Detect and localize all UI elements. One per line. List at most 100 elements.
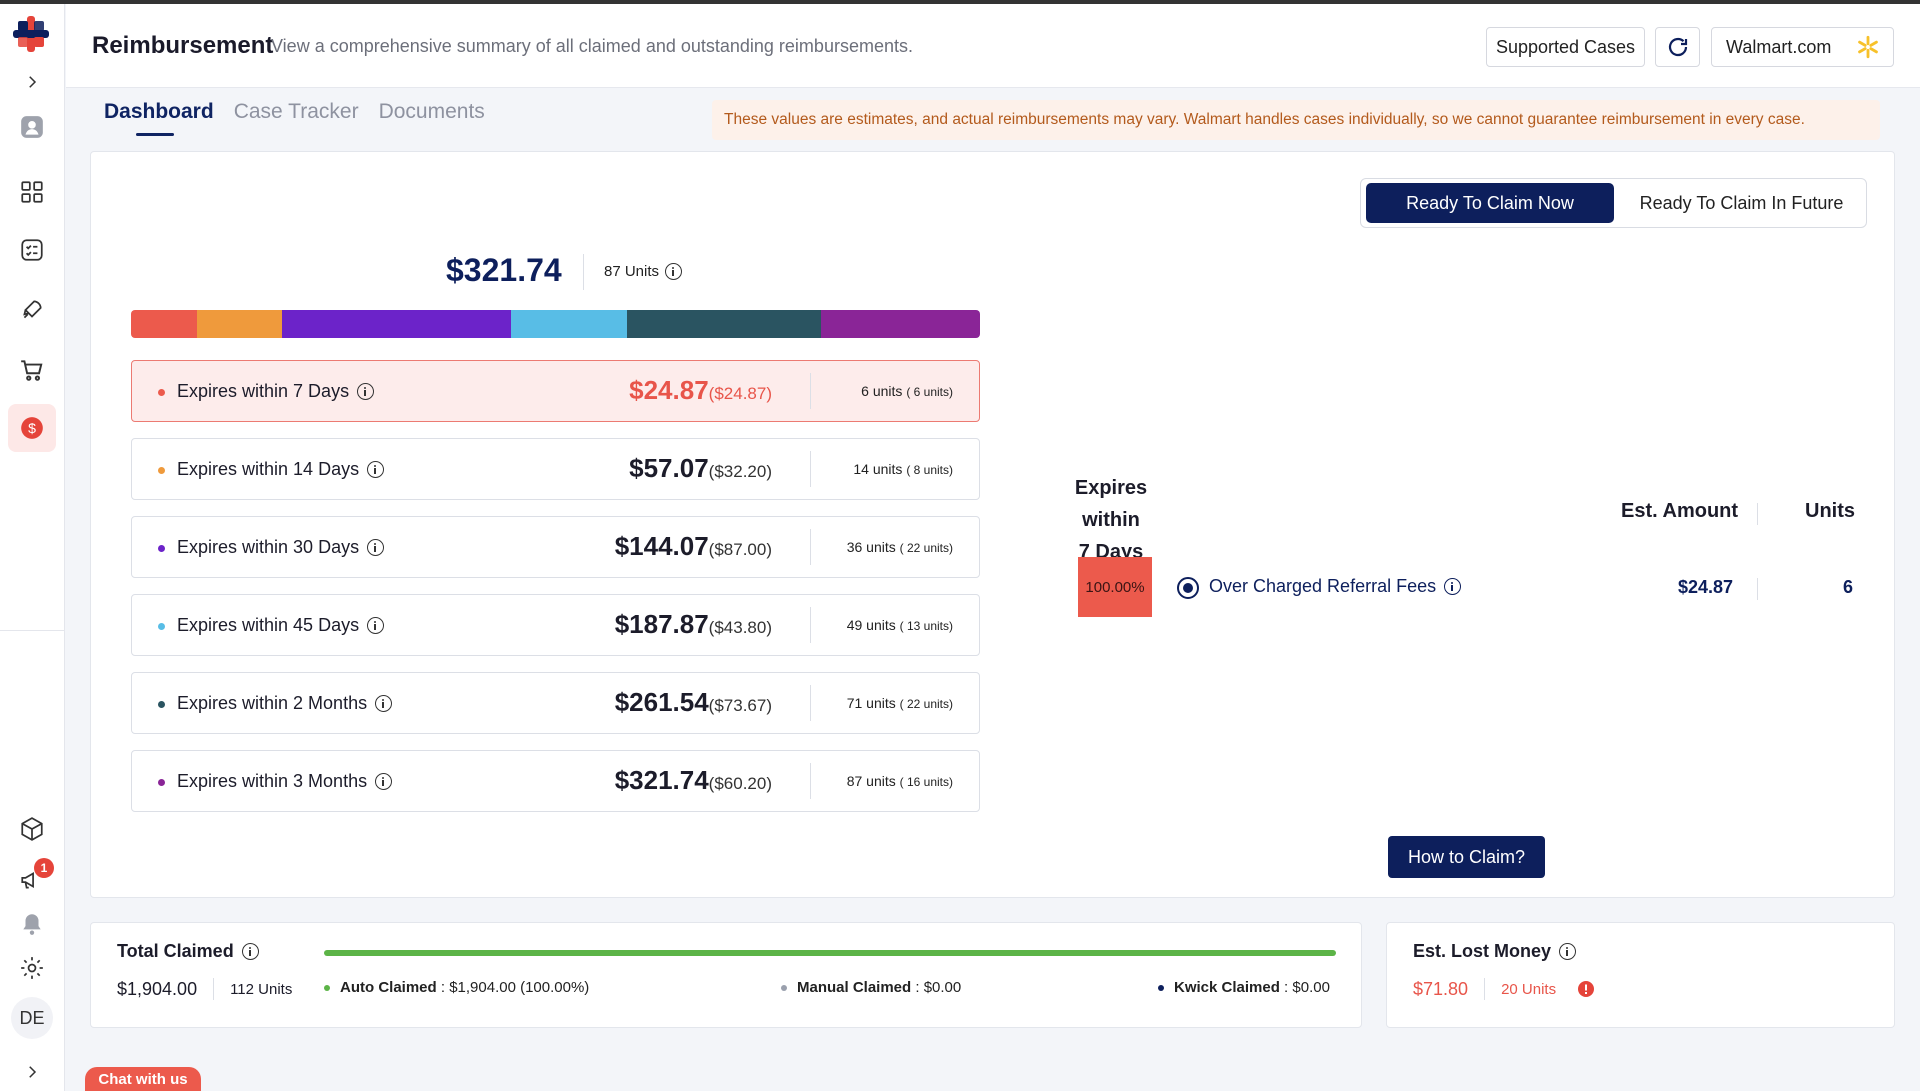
rocket-icon[interactable] [8, 286, 56, 334]
svg-text:$: $ [28, 420, 36, 436]
total-claimed-title: Total Claimed [117, 941, 259, 962]
stack-segment-3 [281, 310, 512, 338]
expiry-units: 36 units ( 22 units) [847, 539, 953, 555]
chat-with-us-button[interactable]: Chat with us [85, 1067, 201, 1091]
total-units-label: 87 Units [604, 263, 660, 280]
row-separator [810, 529, 811, 565]
settings-gear-icon[interactable] [8, 944, 56, 992]
info-icon[interactable] [665, 263, 683, 280]
info-icon[interactable] [1559, 943, 1577, 960]
info-icon[interactable] [367, 461, 385, 478]
dashboard-grid-icon[interactable] [8, 168, 56, 216]
lost-money-card: Est. Lost Money $71.80 20 Units [1386, 922, 1895, 1028]
expiry-label-text: Expires within 3 Months [177, 771, 368, 791]
expiry-amount-sub: ($60.20) [708, 774, 772, 793]
expiry-units: 49 units ( 13 units) [847, 617, 953, 633]
tab-case-tracker[interactable]: Case Tracker [233, 100, 359, 123]
row-separator [810, 685, 811, 721]
manual-claimed-label: Manual Claimed [797, 979, 912, 996]
stack-segment-2 [196, 310, 282, 338]
info-icon[interactable] [1444, 578, 1462, 595]
lost-money-title: Est. Lost Money [1413, 941, 1577, 962]
page-header: Reimbursement View a comprehensive summa… [66, 4, 1920, 88]
package-box-icon[interactable] [8, 805, 56, 853]
expiry-label: Expires within 14 Days [177, 459, 385, 480]
info-icon[interactable] [357, 383, 375, 400]
legend-dot [324, 984, 330, 991]
detail-title: Expires within 7 Days [1044, 472, 1178, 568]
col-header-est-amount: Est. Amount [1621, 500, 1739, 522]
percent-block: 100.00% [1078, 557, 1152, 617]
info-icon[interactable] [375, 773, 393, 790]
notification-badge: 1 [34, 858, 54, 878]
expiry-row-14-days[interactable]: Expires within 14 Days $57.07($32.20) 14… [131, 438, 980, 500]
info-icon[interactable] [367, 617, 385, 634]
expand-sidebar-icon[interactable] [8, 58, 56, 106]
app-logo[interactable] [11, 14, 51, 54]
expiry-units-value: 71 units [846, 695, 896, 711]
expiry-amount-sub: ($24.87) [708, 384, 772, 403]
manual-claimed-legend: Manual Claimed : $0.00 [781, 979, 961, 996]
how-to-claim-button[interactable]: How to Claim? [1388, 836, 1545, 878]
expiry-units-sub: ( 8 units) [906, 463, 953, 477]
user-icon[interactable] [8, 103, 56, 151]
legend-dot [158, 779, 165, 786]
ready-to-claim-future-button[interactable]: Ready To Claim In Future [1639, 192, 1844, 213]
expiry-units-sub: ( 16 units) [899, 775, 953, 789]
tab-documents[interactable]: Documents [378, 100, 485, 123]
expiry-stacked-bar [131, 310, 980, 338]
kwick-claimed-label: Kwick Claimed [1174, 979, 1280, 996]
lost-money-values: $71.80 20 Units [1413, 978, 1595, 1000]
expiry-row-7-days[interactable]: Expires within 7 Days $24.87($24.87) 6 u… [131, 360, 980, 422]
expiry-units-sub: ( 22 units) [899, 541, 953, 555]
expiry-row-3-months[interactable]: Expires within 3 Months $321.74($60.20) … [131, 750, 980, 812]
legend-dot [158, 623, 165, 630]
tab-dashboard[interactable]: Dashboard [104, 100, 214, 136]
cart-icon[interactable] [8, 346, 56, 394]
reason-text: Over Charged Referral Fees [1209, 576, 1437, 596]
expand-bottom-icon[interactable] [8, 1048, 56, 1091]
expiry-row-30-days[interactable]: Expires within 30 Days $144.07($87.00) 3… [131, 516, 980, 578]
expiry-units: 14 units ( 8 units) [853, 461, 953, 477]
megaphone-icon[interactable]: 1 [8, 856, 56, 904]
reimbursement-dollar-icon[interactable]: $ [8, 404, 56, 452]
total-claimed-amount: $1,904.00 [117, 978, 198, 999]
expiry-units-value: 6 units [861, 383, 903, 399]
lost-money-units: 20 Units [1501, 980, 1557, 998]
expiry-units-value: 14 units [853, 461, 903, 477]
total-claimed-values: $1,904.00 112 Units [117, 978, 292, 1000]
expiry-units-value: 49 units [846, 617, 896, 633]
expiry-label-text: Expires within 7 Days [177, 381, 350, 401]
walmart-spark-icon [1858, 35, 1878, 59]
expiry-row-45-days[interactable]: Expires within 45 Days $187.87($43.80) 4… [131, 594, 980, 656]
supported-cases-button[interactable]: Supported Cases [1486, 27, 1645, 67]
info-icon[interactable] [367, 539, 385, 556]
expiry-row-2-months[interactable]: Expires within 2 Months $261.54($73.67) … [131, 672, 980, 734]
expiry-label-text: Expires within 14 Days [177, 459, 360, 479]
bell-icon[interactable] [8, 900, 56, 948]
lost-money-amount: $71.80 [1413, 978, 1469, 999]
refresh-button[interactable] [1655, 27, 1700, 67]
value-separator [213, 978, 215, 1000]
store-label: Walmart.com [1726, 36, 1832, 57]
total-claimed-card: Total Claimed $1,904.00 112 Units Auto C… [90, 922, 1362, 1028]
expiry-amount: $57.07($32.20) [629, 453, 772, 484]
row-separator [810, 607, 811, 643]
reason-units: 6 [1843, 577, 1854, 597]
alert-icon[interactable] [1578, 981, 1595, 997]
info-icon[interactable] [241, 943, 259, 960]
expiry-units-value: 36 units [846, 539, 896, 555]
checklist-icon[interactable] [8, 226, 56, 274]
expiry-amount-sub: ($43.80) [708, 618, 772, 637]
info-icon[interactable] [375, 695, 393, 712]
expiry-amount: $187.87($43.80) [615, 609, 772, 640]
expiry-amount-sub: ($73.67) [708, 696, 772, 715]
reason-radio[interactable] [1177, 577, 1199, 599]
store-selector-button[interactable]: Walmart.com [1711, 27, 1894, 67]
ready-to-claim-now-button[interactable]: Ready To Claim Now [1366, 183, 1614, 223]
avatar[interactable]: DE [11, 997, 53, 1039]
expiry-label: Expires within 7 Days [177, 381, 375, 402]
expiry-amount-value: $57.07 [629, 453, 709, 483]
auto-claimed-legend: Auto Claimed : $1,904.00 (100.00%) [324, 979, 589, 996]
expiry-amount-sub: ($32.20) [708, 462, 772, 481]
